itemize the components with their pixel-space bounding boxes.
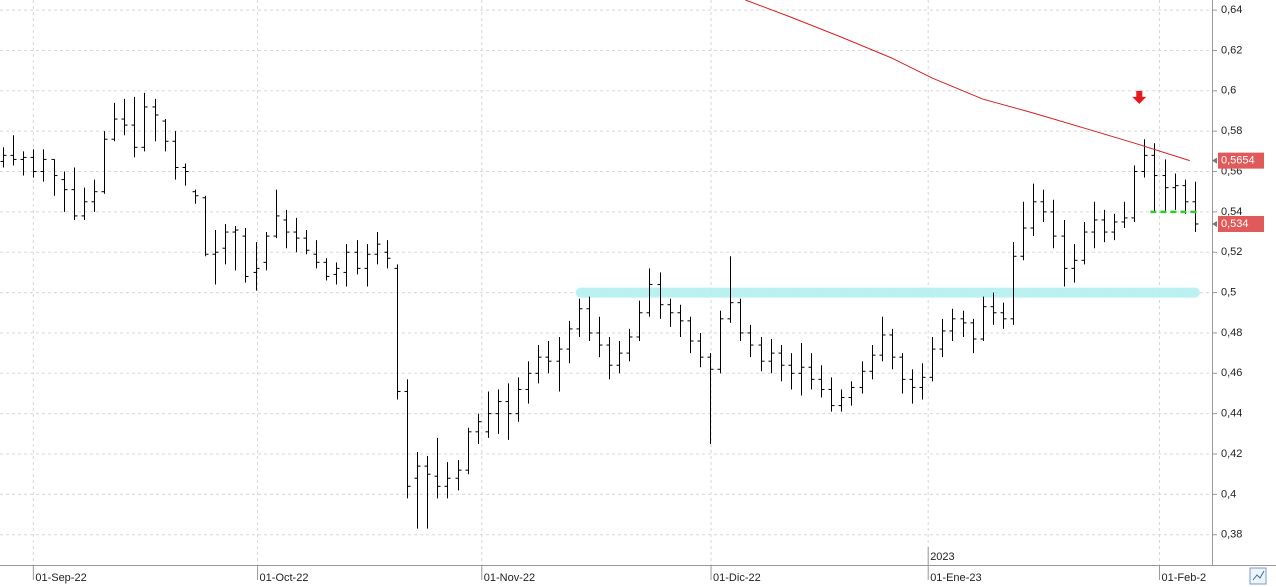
y-tick-label: 0,64 <box>1221 4 1242 16</box>
y-tick-label: 0,54 <box>1221 206 1242 218</box>
signal-arrow <box>1132 90 1147 104</box>
corner-icon-glyph <box>1252 570 1265 581</box>
year-label: 2023 <box>930 551 954 563</box>
last-label-box <box>1218 152 1264 169</box>
last-marker <box>1212 220 1217 227</box>
x-tick-label: 01-Oct-22 <box>260 572 309 584</box>
x-tick-label: 01-Ene-23 <box>930 572 981 584</box>
y-tick-label: 0,58 <box>1221 125 1242 137</box>
y-tick-label: 0,48 <box>1221 327 1242 339</box>
plot-area: 2023 <box>0 0 1212 565</box>
y-tick-label: 0,6 <box>1221 85 1236 97</box>
last-label: 0,5654 <box>1221 155 1255 167</box>
support-band <box>575 287 1200 298</box>
x-tick-label: 01-Feb-2 <box>1161 572 1206 584</box>
y-tick-label: 0,38 <box>1221 529 1242 541</box>
y-tick-label: 0,46 <box>1221 367 1242 379</box>
y-tick-label: 0,44 <box>1221 408 1242 420</box>
x-tick-label: 01-Nov-22 <box>484 572 535 584</box>
y-tick-label: 0,52 <box>1221 246 1242 258</box>
last-label: 0,534 <box>1221 218 1249 230</box>
y-tick-label: 0,62 <box>1221 44 1242 56</box>
x-tick-label: 01-Dic-22 <box>713 572 761 584</box>
y-tick-label: 0,5 <box>1221 286 1236 298</box>
x-tick-label: 01-Sep-22 <box>35 572 86 584</box>
y-tick-label: 0,42 <box>1221 448 1242 460</box>
last-label-box <box>1218 215 1264 232</box>
last-marker <box>1212 157 1217 164</box>
moving-average <box>745 0 1190 162</box>
y-tick-label: 0,4 <box>1221 488 1236 500</box>
